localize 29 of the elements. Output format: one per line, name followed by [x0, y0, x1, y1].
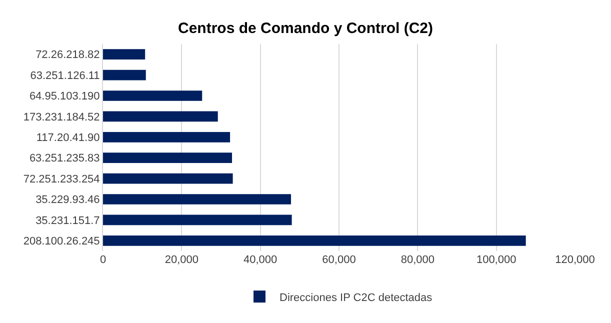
y-tick-label: 117.20.41.90 [36, 132, 100, 144]
x-tick-label: 60,000 [322, 254, 356, 266]
bar [103, 90, 202, 101]
x-tick-label: 0 [100, 254, 106, 266]
bar [103, 194, 292, 204]
x-tick-label: 100,000 [476, 254, 516, 266]
y-tick-label: 208.100.26.245 [23, 236, 100, 248]
y-tick-label: 35.231.151.7 [36, 214, 100, 227]
y-tick-label: 63.251.126.11 [30, 70, 100, 82]
bar [103, 49, 146, 60]
y-tick-label: 35.229.93.46 [36, 194, 100, 206]
bar [103, 132, 230, 142]
x-tick-label: 20,000 [164, 254, 198, 266]
y-tick-label: 64.95.103.190 [29, 90, 100, 103]
y-tick-label: 173.231.184.52 [23, 111, 100, 124]
x-tick-label: 40,000 [244, 254, 278, 266]
y-tick-label: 63.251.235.83 [29, 152, 100, 165]
bar [103, 173, 233, 184]
bar [103, 70, 146, 80]
bar [103, 235, 526, 246]
bar [103, 152, 232, 164]
y-tick-label: 72.251.233.254 [23, 173, 100, 186]
x-tick-label: 80,000 [400, 254, 434, 266]
legend-label: Direcciones IP C2C detectadas [280, 292, 433, 304]
x-tick-label: 120,000 [555, 254, 595, 266]
bar [103, 214, 292, 226]
chart-title: Centros de Comando y Control (C2) [178, 20, 434, 38]
y-tick-label: 72.26.218.82 [36, 49, 100, 62]
bar [103, 111, 218, 122]
